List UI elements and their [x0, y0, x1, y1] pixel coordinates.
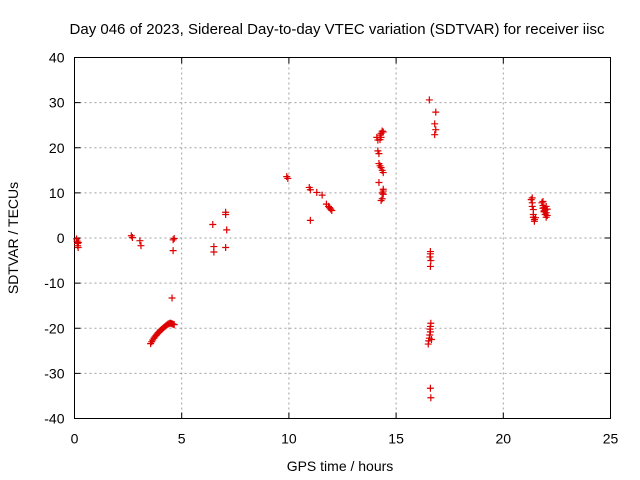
data-point — [169, 236, 177, 244]
data-point — [431, 131, 439, 139]
y-tick-label: 10 — [49, 185, 65, 201]
data-point — [543, 205, 551, 213]
y-tick-labels: -40 -30 -20 -10 0 10 20 30 40 — [44, 50, 64, 427]
data-point — [168, 294, 176, 302]
data-point — [539, 197, 547, 205]
y-tick-label: -20 — [44, 320, 64, 336]
y-tick-label: 40 — [49, 50, 65, 66]
grid — [74, 57, 611, 419]
data-point — [222, 211, 230, 219]
data-point — [127, 232, 135, 240]
data-point — [170, 321, 178, 329]
data-point — [170, 234, 178, 242]
data-point — [427, 336, 435, 344]
data-point — [529, 211, 537, 219]
y-tick-label: 30 — [49, 95, 65, 111]
data-point — [209, 220, 217, 228]
data-point — [379, 169, 387, 177]
data-point — [432, 108, 440, 116]
x-tick-label: 25 — [603, 431, 619, 447]
data-point — [74, 239, 82, 247]
data-point — [528, 194, 536, 202]
data-point — [375, 150, 383, 158]
data-point — [426, 331, 434, 339]
data-point — [427, 257, 435, 265]
x-tick-label: 5 — [178, 431, 186, 447]
data-point — [222, 243, 230, 251]
data-point — [223, 226, 231, 234]
data-point — [431, 120, 439, 128]
y-tick-label: -30 — [44, 365, 64, 381]
data-point — [425, 96, 433, 104]
x-tick-label: 10 — [281, 431, 297, 447]
data-point — [318, 191, 326, 199]
data-point — [137, 242, 145, 250]
data-point — [379, 190, 387, 198]
y-tick-label: -10 — [44, 275, 64, 291]
x-tick-labels: 0 5 10 15 20 25 — [71, 431, 619, 447]
x-tick-label: 20 — [496, 431, 512, 447]
data-point — [426, 384, 434, 392]
data-point — [377, 197, 385, 205]
data-point — [530, 217, 538, 225]
data-point — [306, 186, 314, 194]
data-point — [378, 127, 386, 135]
data-point — [432, 126, 440, 134]
data-point — [379, 128, 387, 136]
data-point — [378, 195, 386, 203]
data-point — [542, 213, 550, 221]
y-axis-label: SDTVAR / TECUs — [5, 182, 21, 294]
x-axis-label: GPS time / hours — [287, 458, 394, 474]
data-point — [306, 216, 314, 224]
data-point — [528, 202, 536, 210]
y-tick-label: 20 — [49, 140, 65, 156]
data-point — [313, 188, 321, 196]
x-tick-label: 0 — [71, 431, 79, 447]
data-point — [210, 248, 218, 256]
y-tick-label: -40 — [44, 411, 64, 427]
y-tick-label: 0 — [57, 230, 65, 246]
data-point — [327, 205, 335, 213]
data-point — [377, 133, 385, 141]
data-point — [284, 174, 292, 182]
chart-title: Day 046 of 2023, Sidereal Day-to-day VTE… — [70, 21, 605, 38]
data-point — [426, 262, 434, 270]
data-point — [169, 247, 177, 255]
axis-ticks — [74, 57, 611, 419]
data-point — [375, 178, 383, 186]
data-point — [128, 234, 136, 242]
data-point — [527, 196, 535, 204]
data-point — [427, 319, 435, 327]
x-tick-label: 15 — [388, 431, 404, 447]
data-points — [73, 96, 551, 402]
data-point — [427, 394, 435, 402]
data-point — [328, 206, 336, 214]
data-point — [426, 248, 434, 256]
data-point — [136, 237, 144, 245]
